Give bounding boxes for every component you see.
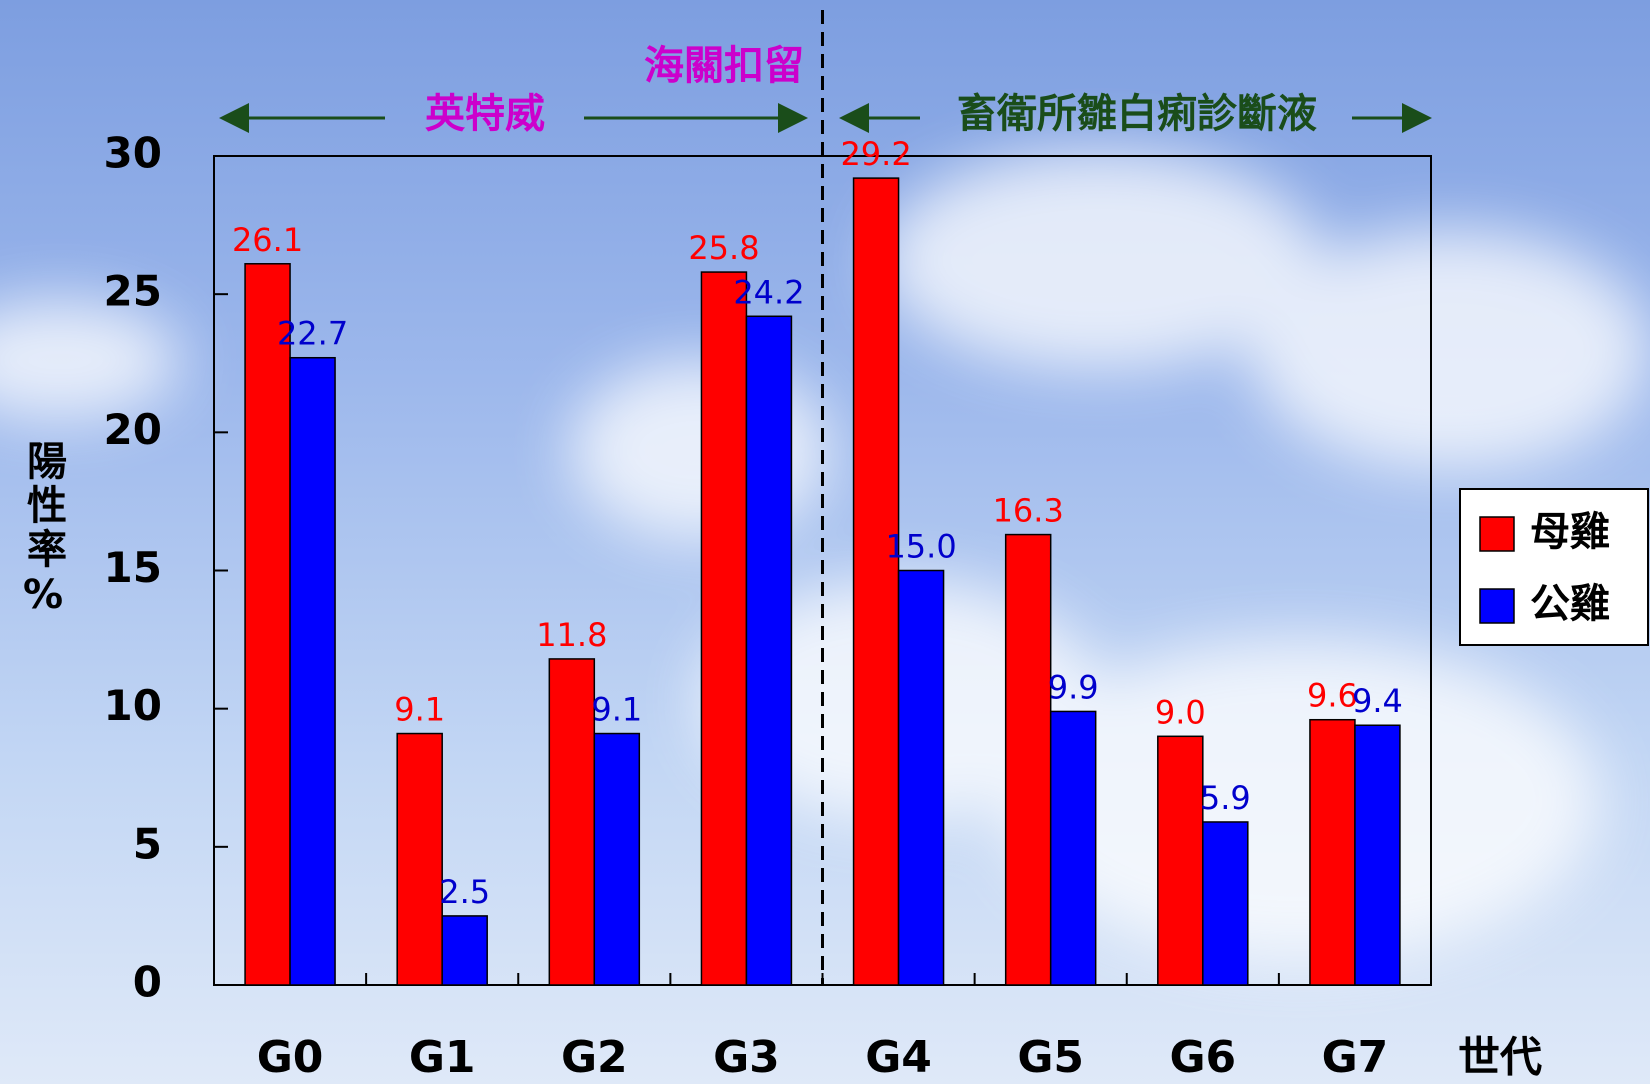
- value-label: 9.6: [1307, 677, 1358, 715]
- x-tick-label: G1: [409, 1032, 476, 1083]
- value-label: 2.5: [439, 873, 490, 911]
- y-tick-label: 0: [133, 958, 162, 1007]
- annotation: 英特威: [425, 91, 545, 137]
- value-label: 9.0: [1155, 693, 1206, 731]
- x-axis-label: 世代: [1458, 1033, 1542, 1082]
- legend-swatch: [1479, 516, 1515, 552]
- bar: [289, 356, 336, 986]
- bar: [897, 569, 945, 986]
- y-tick-label: 10: [104, 681, 162, 730]
- bar: [852, 177, 900, 986]
- value-label: 9.4: [1352, 682, 1403, 720]
- y-tick-label: 30: [104, 129, 162, 178]
- value-label: 16.3: [993, 492, 1064, 530]
- value-label: 25.8: [688, 229, 759, 267]
- bar: [745, 315, 793, 986]
- value-label: 24.2: [733, 273, 804, 311]
- bar: [700, 271, 748, 986]
- value-label: 26.1: [232, 221, 303, 259]
- value-label: 15.0: [885, 528, 956, 566]
- bar: [593, 732, 641, 986]
- x-tick-label: G6: [1169, 1032, 1236, 1083]
- bar: [1354, 724, 1401, 986]
- bar: [1004, 533, 1052, 986]
- value-label: 11.8: [536, 616, 607, 654]
- x-tick-label: G2: [561, 1032, 628, 1083]
- legend-label: 母雞: [1530, 509, 1610, 555]
- value-label: 9.9: [1048, 668, 1099, 706]
- y-tick-label: 5: [133, 819, 162, 868]
- value-label: 5.9: [1200, 779, 1251, 817]
- bar: [1309, 718, 1356, 986]
- annotation: 畜衛所雛白痢診斷液: [957, 91, 1317, 137]
- y-tick-label: 15: [104, 543, 162, 592]
- x-tick-label: G4: [865, 1032, 932, 1083]
- bar: [441, 915, 488, 986]
- legend-label: 公雞: [1530, 581, 1610, 627]
- value-label: 22.7: [277, 315, 348, 353]
- y-tick-label: 20: [104, 405, 162, 454]
- y-axis-label: 陽性率%: [20, 440, 66, 622]
- value-label: 9.1: [394, 691, 445, 729]
- bar: [244, 263, 291, 986]
- bar: [548, 658, 596, 986]
- y-tick-label: 25: [104, 267, 162, 316]
- bar: [1202, 821, 1249, 986]
- annotation: 海關扣留: [644, 43, 804, 89]
- value-label: 29.2: [840, 135, 911, 173]
- bar: [1049, 710, 1097, 986]
- x-tick-label: G7: [1322, 1032, 1389, 1083]
- x-tick-label: G0: [257, 1032, 324, 1083]
- bar: [396, 732, 443, 986]
- x-tick-label: G5: [1017, 1032, 1084, 1083]
- bar: [1157, 735, 1204, 986]
- x-tick-label: G3: [713, 1032, 780, 1083]
- value-label: 9.1: [591, 691, 642, 729]
- legend-swatch: [1479, 588, 1515, 624]
